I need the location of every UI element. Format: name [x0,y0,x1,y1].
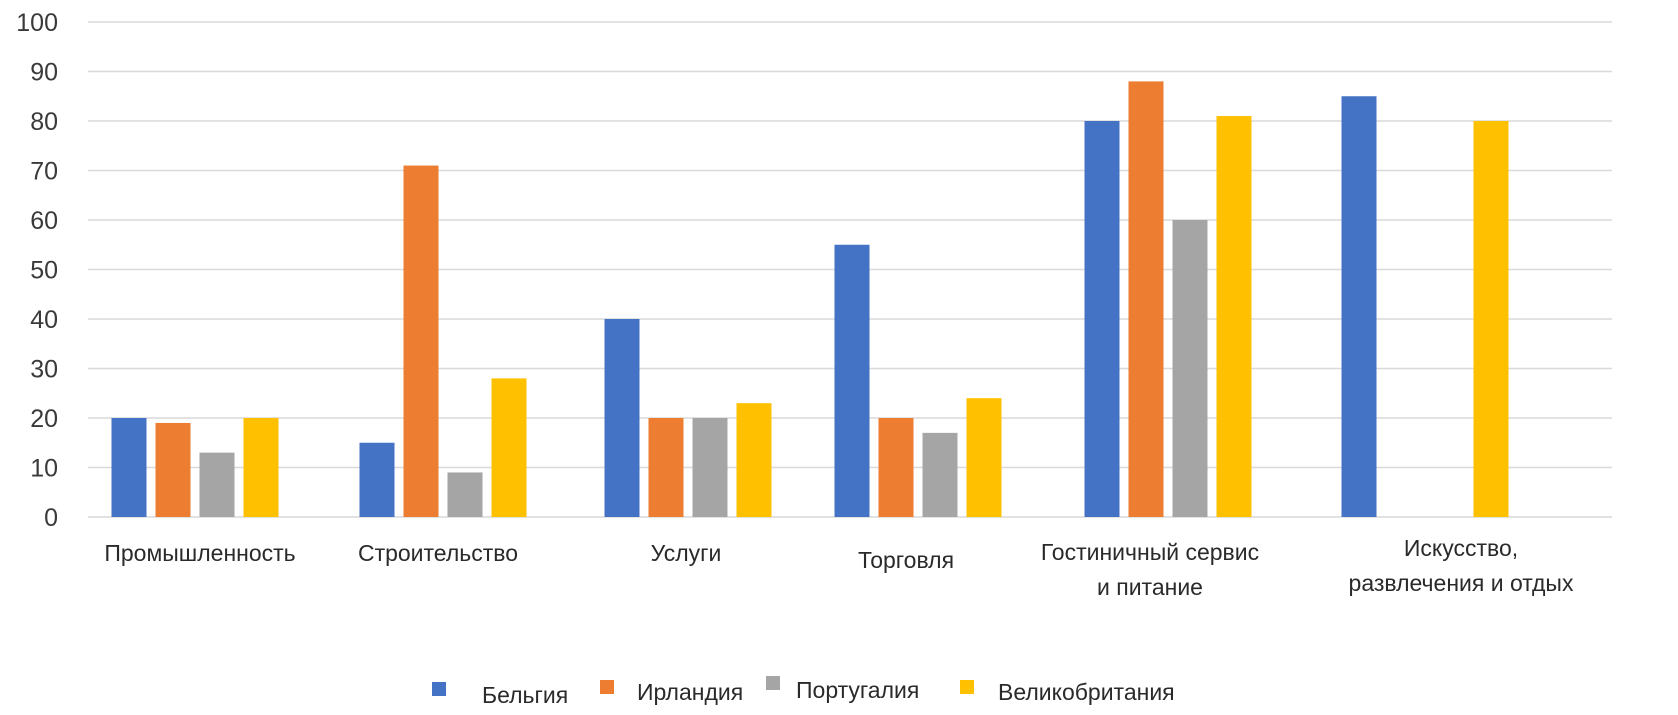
x-category-label: Торговля [858,547,954,573]
bar [966,398,1002,517]
bar [692,418,728,517]
y-tick-label: 60 [30,207,58,235]
bar [199,452,235,517]
bar [403,165,439,518]
y-tick-label: 10 [30,455,58,483]
legend-label: Бельгия [482,682,568,708]
bar [878,418,914,517]
x-category-label: Услуги [651,540,722,566]
legend: Бельгия Ирландия Португалия Великобритания [432,676,1175,708]
y-tick-label: 70 [30,158,58,186]
bar [155,422,191,517]
bar [922,432,958,517]
x-category-label: и питание [1097,574,1203,600]
y-tick-label: 50 [30,257,58,285]
bar [491,378,527,517]
y-axis-tick-labels: 0 10 20 30 40 50 60 70 80 90 100 [16,9,58,532]
x-category-label: развлечения и отдых [1349,570,1574,596]
y-tick-label: 90 [30,59,58,87]
bar [1341,96,1377,517]
x-category-label: Гостиничный сервис [1041,539,1259,565]
bar [736,403,772,517]
bar [1128,81,1164,518]
bar [604,319,640,517]
x-category-label: Промышленность [104,540,295,566]
legend-swatch [960,680,974,694]
legend-swatch [600,680,614,694]
y-tick-label: 80 [30,108,58,136]
y-tick-label: 0 [44,504,58,532]
x-category-label: Искусство, [1404,535,1518,561]
bar [111,418,147,517]
bar [447,472,483,517]
y-tick-label: 40 [30,306,58,334]
x-category-label: Строительство [358,540,518,566]
bars [111,81,1509,518]
y-tick-label: 100 [16,9,58,37]
bar [1084,121,1120,517]
bar [648,418,684,517]
legend-swatch [766,676,780,690]
y-tick-label: 20 [30,405,58,433]
bar [1473,121,1509,517]
bar [834,244,870,517]
legend-label: Ирландия [637,679,743,705]
bar [1216,116,1252,518]
y-tick-label: 30 [30,356,58,384]
bar [359,442,395,517]
x-axis-category-labels: Промышленность Строительство Услуги Торговл… [104,535,1574,600]
bar [1172,220,1208,517]
legend-label: Великобритания [998,679,1175,705]
bar [243,418,279,517]
legend-label: Португалия [796,677,919,703]
legend-swatch [432,682,446,696]
